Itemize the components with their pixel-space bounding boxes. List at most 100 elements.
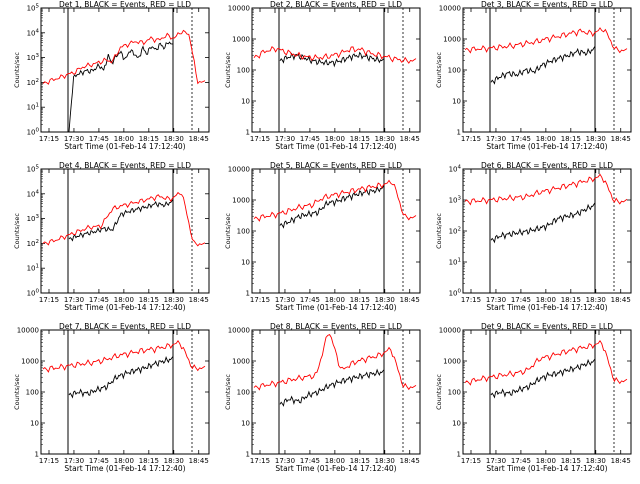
y-tick-label: 100 bbox=[27, 128, 40, 137]
x-tick-label: 17:30 bbox=[275, 296, 295, 304]
x-tick-label: 17:30 bbox=[486, 135, 506, 143]
series-events-line bbox=[490, 358, 596, 399]
y-tick-label: 1 bbox=[246, 451, 250, 459]
x-tick-label: 17:15 bbox=[39, 296, 59, 304]
y-tick-label: 1 bbox=[246, 129, 250, 137]
x-tick-label: 18:45 bbox=[189, 457, 209, 465]
x-tick-label: 17:15 bbox=[250, 135, 270, 143]
y-tick-label: 100 bbox=[448, 67, 461, 75]
x-tick-label: 17:45 bbox=[511, 135, 531, 143]
x-tick-label: 17:30 bbox=[64, 135, 84, 143]
y-tick-label: 100 bbox=[26, 389, 39, 397]
panel-det-8: Det 8, BLACK = Events, RED = LLD 1 10 100 10… bbox=[224, 322, 421, 473]
series-events-line bbox=[279, 185, 385, 229]
panel-title: Det 5, BLACK = Events, RED = LLD bbox=[270, 161, 402, 170]
x-tick-label: 17:30 bbox=[64, 457, 84, 465]
x-tick-label: 18:15 bbox=[350, 296, 370, 304]
x-tick-label: 17:45 bbox=[89, 296, 109, 304]
y-tick-label: 100 bbox=[237, 67, 250, 75]
x-tick-label: 18:30 bbox=[164, 135, 184, 143]
x-tick-label: 18:15 bbox=[139, 457, 159, 465]
plot-frame bbox=[251, 329, 421, 455]
y-tick-label: 10 bbox=[241, 420, 250, 428]
x-axis-label: Start Time (01-Feb-14 17:12:40) bbox=[275, 464, 396, 473]
x-tick-label: 18:30 bbox=[586, 457, 606, 465]
x-tick-label: 17:45 bbox=[511, 296, 531, 304]
x-tick-label: 18:00 bbox=[325, 457, 345, 465]
x-tick-label: 18:30 bbox=[586, 135, 606, 143]
y-tick-label: 104 bbox=[449, 165, 462, 174]
panel-det-1: Det 1, BLACK = Events, RED = LLD 100 101 10… bbox=[13, 0, 210, 151]
y-axis-label: Counts/sec bbox=[13, 374, 21, 410]
x-tick-label: 18:15 bbox=[561, 135, 581, 143]
y-tick-label: 1000 bbox=[443, 36, 461, 44]
x-tick-label: 18:30 bbox=[375, 457, 395, 465]
x-tick-label: 18:15 bbox=[139, 135, 159, 143]
y-axis-label: Counts/sec bbox=[224, 374, 232, 410]
x-tick-label: 17:15 bbox=[250, 296, 270, 304]
x-tick-label: 17:45 bbox=[300, 135, 320, 143]
x-tick-label: 18:45 bbox=[611, 135, 631, 143]
x-tick-label: 18:30 bbox=[164, 457, 184, 465]
x-tick-label: 17:30 bbox=[486, 457, 506, 465]
y-tick-label: 10 bbox=[241, 259, 250, 267]
series-lld-line bbox=[253, 179, 417, 222]
y-axis-label: Counts/sec bbox=[224, 213, 232, 249]
y-tick-label: 1 bbox=[457, 451, 461, 459]
y-tick-label: 10 bbox=[452, 98, 461, 106]
y-tick-label: 100 bbox=[237, 389, 250, 397]
x-tick-label: 18:45 bbox=[611, 457, 631, 465]
panel-title: Det 9, BLACK = Events, RED = LLD bbox=[481, 322, 613, 331]
y-tick-label: 105 bbox=[27, 165, 40, 174]
series-lld-line bbox=[42, 339, 206, 373]
x-tick-label: 17:45 bbox=[89, 135, 109, 143]
x-tick-label: 17:15 bbox=[250, 457, 270, 465]
x-tick-label: 18:45 bbox=[400, 135, 420, 143]
y-tick-label: 102 bbox=[449, 227, 461, 236]
panel-title: Det 4, BLACK = Events, RED = LLD bbox=[59, 161, 191, 170]
x-axis-label: Start Time (01-Feb-14 17:12:40) bbox=[64, 142, 185, 151]
plot-frame bbox=[462, 7, 632, 133]
series-lld-line bbox=[464, 173, 628, 206]
panel-det-7: Det 7, BLACK = Events, RED = LLD 1 10 100 10… bbox=[13, 322, 210, 473]
panel-det-4: Det 4, BLACK = Events, RED = LLD 100 101 10… bbox=[13, 161, 210, 312]
series-lld-line bbox=[42, 191, 206, 247]
y-tick-label: 1 bbox=[457, 129, 461, 137]
series-lld-line bbox=[464, 27, 628, 54]
x-tick-label: 17:30 bbox=[64, 296, 84, 304]
x-tick-label: 18:15 bbox=[350, 457, 370, 465]
series-lld-line bbox=[464, 339, 628, 386]
y-tick-label: 100 bbox=[27, 289, 40, 298]
series-events-line bbox=[490, 202, 596, 244]
x-tick-label: 18:00 bbox=[325, 135, 345, 143]
y-tick-label: 1 bbox=[35, 451, 39, 459]
y-tick-label: 10000 bbox=[439, 327, 461, 335]
x-axis-label: Start Time (01-Feb-14 17:12:40) bbox=[275, 142, 396, 151]
y-axis-label: Counts/sec bbox=[13, 52, 21, 88]
y-tick-label: 10000 bbox=[228, 166, 250, 174]
x-tick-label: 18:30 bbox=[164, 296, 184, 304]
x-tick-label: 17:45 bbox=[511, 457, 531, 465]
y-tick-label: 100 bbox=[449, 289, 462, 298]
series-events-line bbox=[279, 368, 385, 407]
y-tick-label: 1000 bbox=[232, 36, 250, 44]
x-tick-label: 17:30 bbox=[275, 457, 295, 465]
plot-frame bbox=[251, 7, 421, 133]
y-tick-label: 10 bbox=[452, 420, 461, 428]
plot-frame bbox=[40, 7, 210, 133]
x-tick-label: 17:15 bbox=[39, 135, 59, 143]
panel-title: Det 6, BLACK = Events, RED = LLD bbox=[481, 161, 613, 170]
x-tick-label: 18:45 bbox=[400, 296, 420, 304]
x-tick-label: 18:00 bbox=[114, 296, 134, 304]
y-tick-label: 103 bbox=[449, 196, 462, 205]
x-tick-label: 18:45 bbox=[611, 296, 631, 304]
y-tick-label: 1 bbox=[246, 290, 250, 298]
x-tick-label: 18:15 bbox=[139, 296, 159, 304]
x-axis-label: Start Time (01-Feb-14 17:12:40) bbox=[64, 464, 185, 473]
series-lld-line bbox=[253, 334, 417, 391]
x-axis-label: Start Time (01-Feb-14 17:12:40) bbox=[486, 303, 607, 312]
y-tick-label: 104 bbox=[27, 189, 40, 198]
panel-det-2: Det 2, BLACK = Events, RED = LLD 1 10 100 10… bbox=[224, 0, 421, 151]
x-tick-label: 17:45 bbox=[300, 296, 320, 304]
